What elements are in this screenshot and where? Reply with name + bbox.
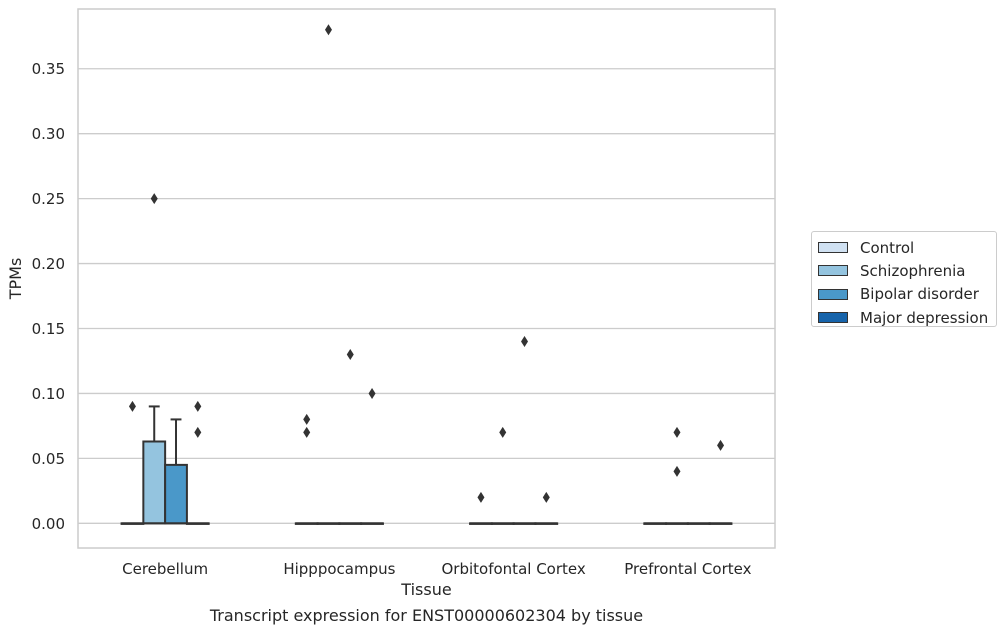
legend-swatch	[818, 312, 848, 324]
legend: Control Schizophrenia Bipolar disorder Majo…	[811, 231, 997, 327]
box	[142, 440, 167, 525]
box-plots	[120, 24, 733, 525]
legend-label: Schizophrenia	[860, 261, 966, 280]
y-tick-label: 0.20	[32, 255, 65, 273]
y-tick-label: 0.05	[32, 450, 65, 468]
outlier-point	[499, 426, 507, 438]
x-axis-label: Tissue	[400, 580, 451, 599]
y-tick-label: 0.30	[32, 125, 65, 143]
outlier-point	[521, 335, 529, 347]
y-tick-label: 0.35	[32, 60, 65, 78]
outlier-point	[150, 193, 158, 205]
outlier-point	[324, 24, 332, 36]
box-plot	[316, 24, 341, 525]
outlier-point	[346, 348, 354, 360]
legend-item: Schizophrenia	[818, 259, 996, 282]
outlier-point	[477, 491, 485, 503]
y-axis-label: TPMs	[6, 258, 25, 301]
outlier-point	[673, 465, 681, 477]
x-tick-label: Cerebellum	[122, 560, 208, 578]
plot-frame	[77, 8, 776, 549]
box-plot	[338, 348, 363, 525]
x-tick-label: Prefrontal Cortex	[624, 560, 751, 578]
outlier-point	[303, 413, 311, 425]
box-plot	[120, 400, 145, 525]
box-plot	[534, 491, 559, 525]
y-tick-label: 0.10	[32, 385, 65, 403]
legend-item: Major depression	[818, 306, 996, 329]
y-tick-label: 0.25	[32, 190, 65, 208]
legend-swatch	[818, 242, 848, 254]
legend-item: Control	[818, 236, 996, 259]
box-plot	[294, 413, 319, 525]
box	[164, 463, 188, 525]
legend-label: Bipolar disorder	[860, 285, 979, 304]
outlier-point	[303, 426, 311, 438]
box-plot	[665, 426, 689, 525]
outlier-point	[542, 491, 550, 503]
outlier-point	[717, 439, 725, 451]
legend-label: Control	[860, 238, 915, 257]
box-plot	[708, 439, 733, 525]
box-plot	[686, 522, 711, 525]
box-plot	[643, 522, 668, 525]
legend-swatch	[818, 288, 848, 300]
box-plot	[360, 387, 384, 525]
x-tick-label: Orbitofontal Cortex	[442, 560, 586, 578]
outlier-point	[128, 400, 136, 412]
box-plot	[512, 335, 537, 525]
legend-swatch	[818, 265, 848, 277]
grid-lines	[78, 68, 775, 524]
legend-label: Major depression	[860, 308, 989, 327]
box-plot	[142, 193, 167, 525]
legend-item: Bipolar disorder	[818, 283, 996, 306]
chart-caption: Transcript expression for ENST0000060230…	[209, 606, 644, 625]
y-tick-labels: 0.00 0.05 0.10 0.15 0.20 0.25 0.30 0.35	[32, 60, 65, 533]
box-plot	[164, 418, 188, 525]
outlier-point	[194, 426, 202, 438]
x-tick-label: Hipppocampus	[283, 560, 395, 578]
x-tick-labels: Cerebellum Hipppocampus Orbitofontal Corte…	[122, 560, 751, 578]
y-tick-label: 0.15	[32, 320, 65, 338]
outlier-point	[368, 387, 376, 399]
outlier-point	[194, 400, 202, 412]
box-plot	[490, 426, 515, 525]
box-plot	[185, 400, 210, 525]
outlier-point	[673, 426, 681, 438]
y-tick-label: 0.00	[32, 515, 65, 533]
box-plot	[469, 491, 493, 525]
